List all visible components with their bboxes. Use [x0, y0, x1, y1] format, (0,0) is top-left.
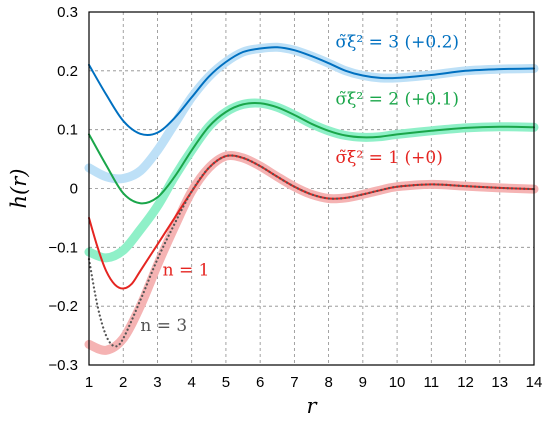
x-tick-label: 12 [457, 374, 474, 391]
annotation-label: n = 1 [163, 261, 210, 281]
y-tick-label: 0.2 [57, 63, 78, 80]
x-tick-label: 6 [256, 374, 264, 391]
x-tick-label: 13 [491, 374, 508, 391]
y-axis-title: h(r) [7, 169, 31, 209]
y-tick-label: 0.1 [57, 122, 78, 139]
x-tick-label: 7 [290, 374, 298, 391]
annotations: σ̃ξ² = 3 (+0.2) σ̃ξ² = 2 (+0.1) σ̃ξ² = 1 (… [140, 32, 459, 336]
x-tick-label: 1 [85, 374, 93, 391]
tick-labels: 1 2 3 4 5 6 7 8 9 10 11 12 13 14−0.3−0.2−0.100.10.20.… [48, 4, 542, 391]
series-line-4 [88, 101, 535, 205]
series-layer [84, 42, 539, 355]
y-tick-label: −0.3 [48, 357, 78, 374]
series-line-2 [88, 46, 535, 136]
y-tick-label: 0.3 [57, 4, 78, 21]
x-tick-label: 8 [324, 374, 332, 391]
x-tick-label: 11 [424, 374, 440, 391]
x-tick-label: 9 [359, 374, 367, 391]
annotation-label: n = 3 [140, 316, 187, 336]
annotation-label: σ̃ξ² = 3 (+0.2) [335, 32, 459, 52]
x-tick-label: 2 [119, 374, 127, 391]
y-tick-label: −0.1 [48, 239, 78, 256]
series-line-7 [87, 154, 536, 348]
x-tick-label: 4 [188, 374, 196, 391]
series-line-1 [84, 42, 539, 184]
x-tick-label: 14 [526, 374, 543, 391]
x-tick-label: 3 [153, 374, 161, 391]
x-axis-title: r [306, 394, 318, 418]
series-line-3 [84, 98, 539, 263]
annotation-label: σ̃ξ² = 2 (+0.1) [335, 89, 459, 109]
annotation-label: σ̃ξ² = 1 (+0) [335, 148, 442, 168]
x-tick-label: 5 [222, 374, 230, 391]
y-tick-label: −0.2 [48, 298, 78, 315]
plot-frame [88, 11, 535, 366]
y-tick-label: 0 [70, 181, 78, 198]
x-tick-label: 10 [389, 374, 406, 391]
